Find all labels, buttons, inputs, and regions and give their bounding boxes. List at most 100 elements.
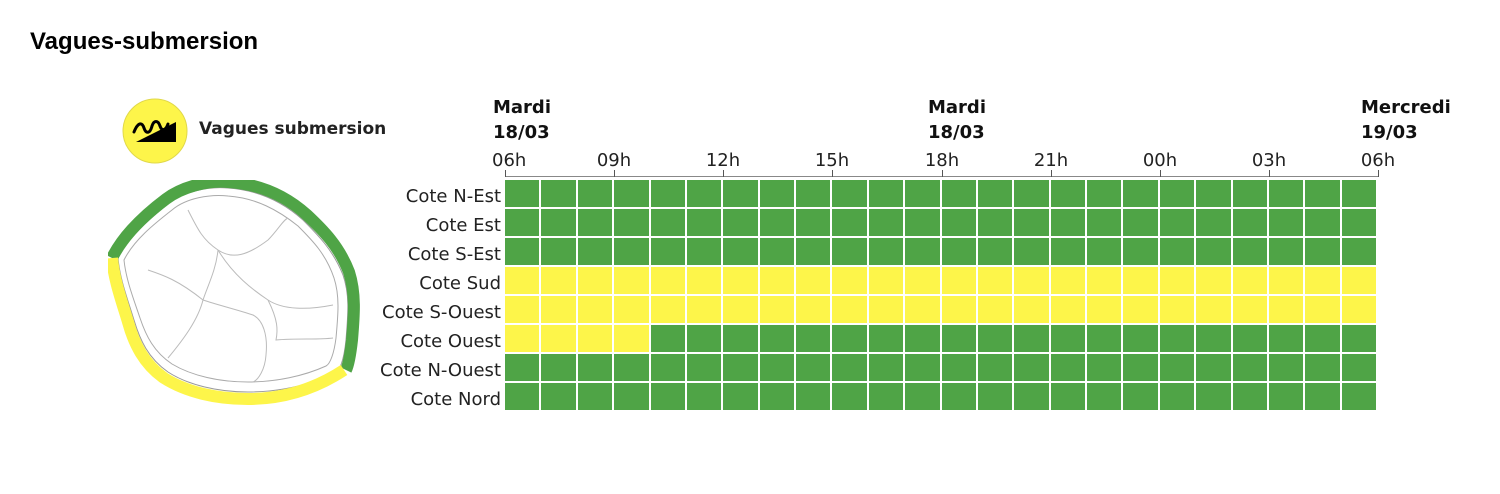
x-tick-label: 15h (814, 150, 850, 171)
x-tick (1378, 170, 1379, 177)
x-tick-label: 06h (1360, 150, 1396, 171)
heatmap-cell (723, 267, 760, 296)
heatmap-cell (1196, 354, 1233, 383)
heatmap-cell (978, 180, 1014, 209)
heatmap-cell (687, 383, 723, 412)
heatmap-cell (905, 180, 942, 209)
island-body-inner (123, 195, 339, 383)
heatmap-cell (723, 354, 760, 383)
heatmap-cell (651, 267, 687, 296)
heatmap-cell (1233, 267, 1269, 296)
heatmap-cell (1269, 325, 1305, 354)
heatmap-cell (796, 209, 832, 238)
x-tick-label: 21h (1033, 150, 1069, 171)
heatmap-cell (869, 296, 905, 325)
heatmap-cell (1014, 180, 1051, 209)
time-axis-line (505, 176, 1378, 177)
heatmap-cell (1051, 209, 1087, 238)
heatmap-cell (832, 325, 869, 354)
heatmap-cell (723, 296, 760, 325)
heatmap-cell (723, 325, 760, 354)
heatmap-cell (687, 238, 723, 267)
heatmap-cell (1160, 296, 1196, 325)
heatmap-cell (1160, 209, 1196, 238)
district-lines (147, 209, 334, 383)
heatmap-cell (978, 238, 1014, 267)
heatmap-cell (832, 238, 869, 267)
day-date: 18/03 (493, 122, 550, 143)
heatmap-cell (1305, 325, 1342, 354)
heatmap-cell (1014, 238, 1051, 267)
heatmap-cell (1342, 296, 1378, 325)
heatmap-cell (1305, 354, 1342, 383)
heatmap-cell (1123, 296, 1160, 325)
heatmap-cell (1051, 325, 1087, 354)
heatmap-cell (1123, 180, 1160, 209)
row-label: Cote Sud (419, 273, 501, 294)
heatmap-cell (1342, 180, 1378, 209)
heatmap-cell (687, 296, 723, 325)
heatmap-cell (760, 325, 796, 354)
heatmap-cell (1233, 238, 1269, 267)
heatmap-cell (1123, 354, 1160, 383)
heatmap-cell (651, 325, 687, 354)
heatmap-cell (1305, 296, 1342, 325)
heatmap-cell (1269, 267, 1305, 296)
heatmap-cell (541, 180, 578, 209)
heatmap-cell (1123, 238, 1160, 267)
heatmap-cell (1051, 238, 1087, 267)
heatmap-cell (869, 209, 905, 238)
day-date: 18/03 (928, 122, 985, 143)
heatmap-cell (651, 383, 687, 412)
heatmap-cell (1342, 383, 1378, 412)
heatmap-cell (1160, 267, 1196, 296)
heatmap-cell (832, 180, 869, 209)
heatmap-cell (1160, 238, 1196, 267)
heatmap-cell (1196, 238, 1233, 267)
heatmap-cell (1196, 209, 1233, 238)
heatmap-cell (942, 238, 978, 267)
heatmap-cell (1087, 180, 1123, 209)
heatmap-cell (505, 325, 541, 354)
x-tick (942, 170, 943, 177)
heatmap-cell (905, 267, 942, 296)
heatmap-cell (1233, 354, 1269, 383)
wave-submersion-icon (122, 98, 188, 164)
heatmap-cell (614, 354, 651, 383)
heatmap-cell (1233, 296, 1269, 325)
heatmap-cell (1196, 383, 1233, 412)
heatmap-cell (1305, 180, 1342, 209)
x-tick (1160, 170, 1161, 177)
x-tick-label: 06h (492, 150, 527, 171)
heatmap-cell (1233, 383, 1269, 412)
heatmap-cell (905, 383, 942, 412)
heatmap-cell (796, 383, 832, 412)
heatmap-cell (796, 238, 832, 267)
heatmap-cell (760, 267, 796, 296)
x-tick-label: 12h (705, 150, 741, 171)
heatmap-cell (651, 354, 687, 383)
heatmap-cell (978, 209, 1014, 238)
heatmap-cell (614, 238, 651, 267)
x-tick (1051, 170, 1052, 177)
heatmap-cell (832, 383, 869, 412)
heatmap-cell (505, 238, 541, 267)
heatmap-cell (905, 209, 942, 238)
heatmap-cell (760, 383, 796, 412)
heatmap-cell (687, 180, 723, 209)
heatmap-cell (978, 267, 1014, 296)
day-name: Mercredi (1361, 97, 1451, 118)
heatmap-cell (1014, 267, 1051, 296)
heatmap-cell (505, 180, 541, 209)
heatmap-cell (905, 354, 942, 383)
heatmap-cell (942, 296, 978, 325)
heatmap-cell (1196, 296, 1233, 325)
heatmap-cell (541, 267, 578, 296)
heatmap-cell (1305, 209, 1342, 238)
day-label: Mardi 18/03 (928, 95, 986, 145)
row-label: Cote Est (425, 215, 501, 236)
heatmap-cell (1233, 325, 1269, 354)
heatmap-cell (1342, 209, 1378, 238)
heatmap-cell (578, 267, 614, 296)
heatmap-cell (578, 180, 614, 209)
